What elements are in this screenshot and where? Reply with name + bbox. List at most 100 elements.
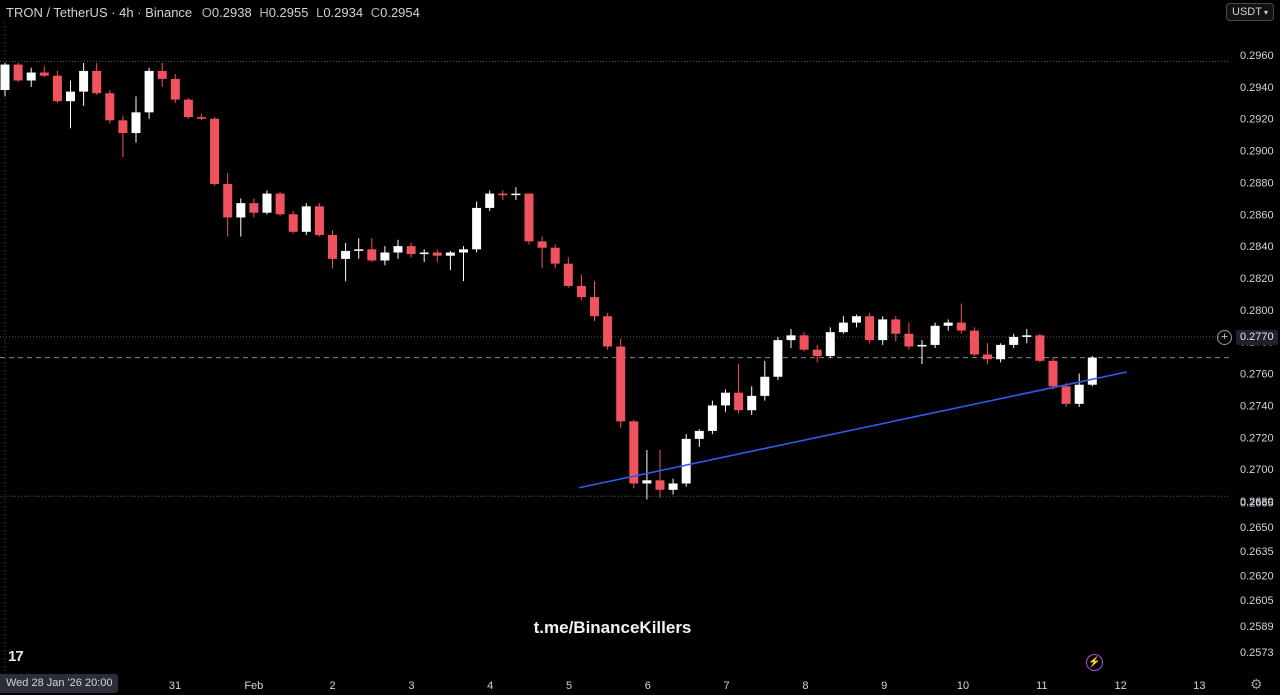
candle-body	[341, 250, 351, 259]
candle-body	[616, 346, 626, 422]
candle-body	[210, 118, 220, 185]
y-tick-label: 0.2940	[1240, 82, 1274, 94]
x-tick-label: 6	[645, 680, 651, 692]
candle-body	[956, 322, 966, 331]
y-tick-label: 0.2900	[1240, 146, 1274, 158]
currency-label: USDT	[1232, 6, 1262, 18]
y-tick-label: 0.2665	[1240, 497, 1274, 509]
y-tick-label: 0.2680	[1240, 496, 1274, 508]
logo-text: 17	[8, 648, 24, 665]
candle-body	[39, 72, 49, 76]
high-value: 0.2955	[268, 5, 309, 20]
candle-body	[655, 480, 665, 490]
candle-body	[406, 246, 416, 255]
y-tick-label: 0.2589	[1240, 621, 1274, 633]
candle-body	[66, 91, 75, 102]
candle-body	[432, 252, 442, 256]
candle-body	[983, 354, 992, 360]
candle-body	[537, 241, 547, 248]
candle-body	[262, 193, 272, 213]
candle-body	[812, 349, 822, 357]
candle-body	[576, 285, 586, 298]
x-tick-label: 3	[408, 680, 414, 692]
x-tick-label: 31	[169, 680, 181, 692]
candle-body	[838, 322, 848, 333]
candle-body	[969, 330, 979, 355]
candle-body	[1074, 384, 1084, 404]
candle-body	[511, 193, 521, 196]
candle-body	[773, 340, 783, 377]
candle-body	[223, 184, 233, 218]
ohlc-readout: O0.2938 H0.2955 L0.2934 C0.2954	[202, 5, 424, 20]
candle-body	[1048, 360, 1058, 387]
y-tick-label: 0.2840	[1240, 241, 1274, 253]
candle-body	[380, 252, 390, 261]
open-value: 0.2938	[211, 5, 252, 20]
candle-body	[472, 207, 482, 250]
candle-body	[26, 72, 36, 81]
y-tick-label: 0.2635	[1240, 546, 1274, 558]
candle-body	[629, 421, 639, 484]
y-tick-label: 0.2860	[1240, 209, 1274, 221]
y-tick-label: 0.2573	[1240, 647, 1274, 659]
candle-body	[865, 316, 875, 341]
candle-body	[799, 335, 809, 350]
tradingview-logo-icon[interactable]: 17	[8, 648, 24, 665]
candle-body	[157, 70, 167, 79]
y-tick-label: 0.2620	[1240, 571, 1274, 583]
y-tick-label: 0.2800	[1240, 305, 1274, 317]
candle-body	[367, 249, 377, 261]
x-tick-label: 10	[957, 680, 969, 692]
candle-body	[249, 203, 259, 213]
x-tick-label: Feb	[244, 680, 263, 692]
candle-body	[314, 206, 324, 235]
candle-body	[13, 64, 23, 81]
y-tick-label: 0.2700	[1240, 464, 1274, 476]
support-trendline	[578, 371, 1127, 489]
open-label: O	[201, 5, 212, 20]
gear-icon[interactable]: ⚙	[1250, 676, 1263, 692]
chart-header: TRON / TetherUS · 4h · Binance O0.2938 H…	[6, 5, 424, 20]
y-tick-label: 0.2920	[1240, 114, 1274, 126]
candle-body	[144, 70, 154, 113]
candle-body	[996, 344, 1006, 360]
bolt-icon[interactable]: ⚡	[1086, 654, 1103, 671]
x-tick-label: 8	[802, 680, 808, 692]
symbol-title[interactable]: TRON / TetherUS · 4h · Binance	[6, 5, 193, 20]
candle-body	[930, 325, 940, 345]
currency-button[interactable]: USDT ▾	[1226, 3, 1274, 21]
candle-body	[301, 206, 311, 232]
watermark-text: t.me/BinanceKillers	[533, 618, 692, 637]
x-tick-label: 4	[487, 680, 493, 692]
plus-circle-icon[interactable]: +	[1217, 330, 1232, 345]
candle-body	[904, 333, 914, 347]
candle-body	[79, 70, 89, 92]
candle-body	[1022, 335, 1032, 337]
candle-body	[668, 483, 678, 490]
close-label: C	[370, 5, 381, 20]
y-tick-label: 0.2740	[1240, 400, 1274, 412]
candle-body	[419, 252, 429, 255]
candle-body	[498, 193, 508, 196]
crosshair-time-badge: Wed 28 Jan '26 20:00	[0, 674, 119, 693]
low-value: 0.2934	[323, 5, 364, 20]
candle-body	[524, 193, 534, 242]
candle-body	[694, 430, 704, 439]
candle-body	[747, 395, 757, 411]
candle-body	[92, 70, 102, 94]
x-tick-label: 9	[881, 680, 887, 692]
x-tick-label: 11	[1036, 680, 1047, 692]
candle-body	[131, 112, 141, 134]
x-tick-label: 2	[330, 680, 336, 692]
low-label: L	[316, 5, 324, 20]
candle-body	[760, 376, 770, 396]
candle-body	[197, 117, 206, 119]
current-price-badge: 0.2770	[1236, 330, 1278, 345]
candle-body	[1061, 386, 1071, 404]
candle-body	[1087, 357, 1097, 385]
candle-body	[275, 193, 285, 215]
candle-body	[590, 297, 599, 317]
candle-body	[288, 214, 298, 232]
chevron-down-icon: ▾	[1263, 8, 1268, 17]
